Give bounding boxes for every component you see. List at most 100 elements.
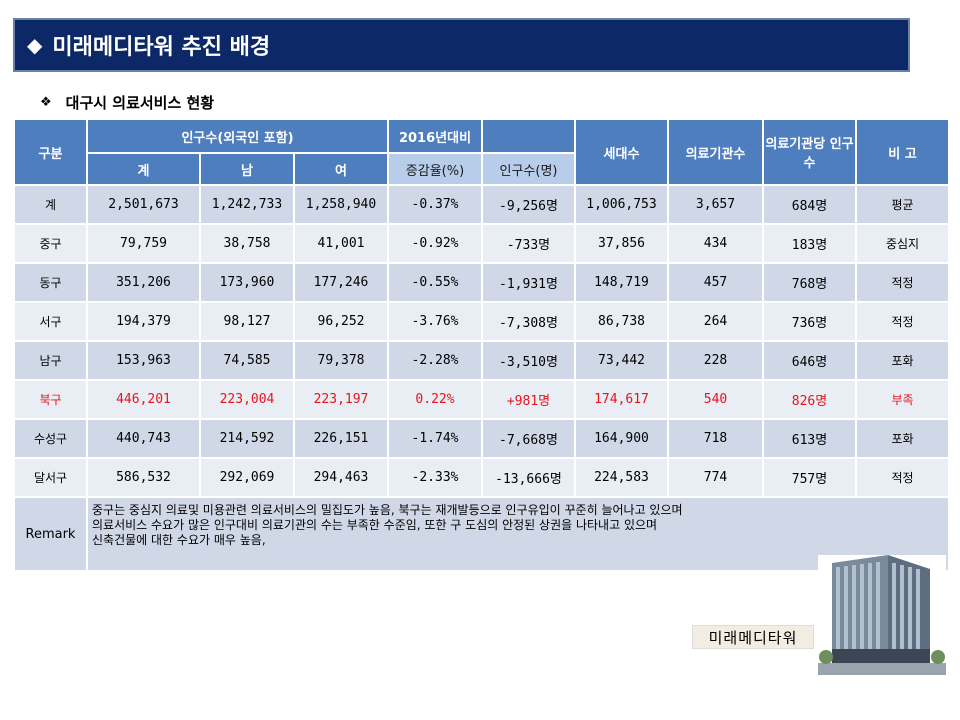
cell-per: 736명 (762, 301, 857, 342)
page-title: 미래메디타워 추진 배경 (52, 34, 271, 60)
cell-per: 684명 (762, 184, 857, 225)
table-row: 계 2,501,673 1,242,733 1,258,940 -0.37% -… (13, 184, 950, 225)
cell-rate: -0.37% (387, 184, 483, 225)
cell-remark: 부족 (855, 379, 950, 420)
remark-label: Remark (13, 496, 88, 572)
table-row: 남구 153,963 74,585 79,378 -2.28% -3,510명 … (13, 340, 950, 381)
cell-per: 826명 (762, 379, 857, 420)
cell-institutions: 228 (667, 340, 764, 381)
cell-male: 214,592 (199, 418, 295, 459)
cell-remark: 포화 (855, 340, 950, 381)
cell-male: 74,585 (199, 340, 295, 381)
table-row: 동구 351,206 173,960 177,246 -0.55% -1,931… (13, 262, 950, 303)
cell-institutions: 457 (667, 262, 764, 303)
cell-rate: -2.33% (387, 457, 483, 498)
cell-households: 73,442 (574, 340, 669, 381)
cell-rate: -0.55% (387, 262, 483, 303)
cell-households: 1,006,753 (574, 184, 669, 225)
cell-male: 173,960 (199, 262, 295, 303)
cell-total: 2,501,673 (86, 184, 201, 225)
cell-female: 41,001 (293, 223, 389, 264)
header-population: 인구수(외국인 포함) (86, 118, 389, 154)
remark-line: 의료서비스 수요가 많은 인구대비 의료기관의 수는 부족한 수준임, 또한 구… (92, 518, 658, 532)
cell-per: 646명 (762, 340, 857, 381)
cell-male: 223,004 (199, 379, 295, 420)
cell-total: 586,532 (86, 457, 201, 498)
row-name: 북구 (13, 379, 88, 420)
cell-rate: -2.28% (387, 340, 483, 381)
header-male: 남 (199, 152, 295, 186)
diamond-icon: ◆ (27, 33, 43, 57)
row-name: 중구 (13, 223, 88, 264)
cell-per: 757명 (762, 457, 857, 498)
cell-households: 37,856 (574, 223, 669, 264)
cell-change: -7,668명 (481, 418, 576, 459)
row-name: 동구 (13, 262, 88, 303)
table-row-highlighted: 북구 446,201 223,004 223,197 0.22% +981명 1… (13, 379, 950, 420)
cell-change: -9,256명 (481, 184, 576, 225)
cell-change: -1,931명 (481, 262, 576, 303)
cell-female: 96,252 (293, 301, 389, 342)
table-row: 달서구 586,532 292,069 294,463 -2.33% -13,6… (13, 457, 950, 498)
diamond-bullet-icon: ❖ (40, 95, 52, 110)
cell-households: 174,617 (574, 379, 669, 420)
cell-total: 153,963 (86, 340, 201, 381)
cell-remark: 적정 (855, 262, 950, 303)
header-institutions: 의료기관수 (667, 118, 764, 186)
header-female: 여 (293, 152, 389, 186)
row-name: 남구 (13, 340, 88, 381)
cell-total: 440,743 (86, 418, 201, 459)
cell-per: 183명 (762, 223, 857, 264)
cell-rate: 0.22% (387, 379, 483, 420)
cell-female: 294,463 (293, 457, 389, 498)
cell-households: 148,719 (574, 262, 669, 303)
header-blank (481, 118, 576, 154)
cell-male: 292,069 (199, 457, 295, 498)
cell-households: 224,583 (574, 457, 669, 498)
cell-rate: -1.74% (387, 418, 483, 459)
cell-female: 226,151 (293, 418, 389, 459)
cell-change: -3,510명 (481, 340, 576, 381)
cell-change: -7,308명 (481, 301, 576, 342)
page-title-bar: ◆ 미래메디타워 추진 배경 (13, 18, 910, 72)
cell-institutions: 540 (667, 379, 764, 420)
cell-remark: 평균 (855, 184, 950, 225)
header-pop-change: 인구수(명) (481, 152, 576, 186)
cell-female: 223,197 (293, 379, 389, 420)
cell-institutions: 434 (667, 223, 764, 264)
cell-change: -733명 (481, 223, 576, 264)
cell-male: 38,758 (199, 223, 295, 264)
subtitle-text: 대구시 의료서비스 현황 (65, 94, 215, 112)
table-row: 중구 79,759 38,758 41,001 -0.92% -733명 37,… (13, 223, 950, 264)
cell-per: 613명 (762, 418, 857, 459)
cell-remark: 적정 (855, 457, 950, 498)
medical-service-table: 구분 인구수(외국인 포함) 2016년대비 세대수 의료기관수 의료기관당 인… (13, 118, 950, 572)
header-category: 구분 (13, 118, 88, 186)
header-total: 계 (86, 152, 201, 186)
cell-female: 79,378 (293, 340, 389, 381)
cell-total: 446,201 (86, 379, 201, 420)
header-remarks: 비 고 (855, 118, 950, 186)
cell-households: 164,900 (574, 418, 669, 459)
cell-total: 194,379 (86, 301, 201, 342)
cell-institutions: 3,657 (667, 184, 764, 225)
cell-per: 768명 (762, 262, 857, 303)
cell-households: 86,738 (574, 301, 669, 342)
cell-institutions: 774 (667, 457, 764, 498)
table-row: 서구 194,379 98,127 96,252 -3.76% -7,308명 … (13, 301, 950, 342)
remark-row: Remark 중구는 중심지 의료및 미용관련 의료서비스의 밀집도가 높음, … (13, 496, 950, 572)
cell-rate: -0.92% (387, 223, 483, 264)
cell-remark: 중심지 (855, 223, 950, 264)
remark-line: 신축건물에 대한 수요가 매우 높음, (92, 533, 266, 547)
cell-male: 1,242,733 (199, 184, 295, 225)
cell-remark: 포화 (855, 418, 950, 459)
building-label: 미래메디타워 (692, 625, 814, 649)
row-name: 달서구 (13, 457, 88, 498)
row-name: 계 (13, 184, 88, 225)
cell-institutions: 718 (667, 418, 764, 459)
cell-female: 177,246 (293, 262, 389, 303)
remark-text: 중구는 중심지 의료및 미용관련 의료서비스의 밀집도가 높음, 북구는 재개발… (86, 496, 950, 572)
building-illustration (818, 555, 946, 675)
cell-remark: 적정 (855, 301, 950, 342)
table-row: 수성구 440,743 214,592 226,151 -1.74% -7,66… (13, 418, 950, 459)
